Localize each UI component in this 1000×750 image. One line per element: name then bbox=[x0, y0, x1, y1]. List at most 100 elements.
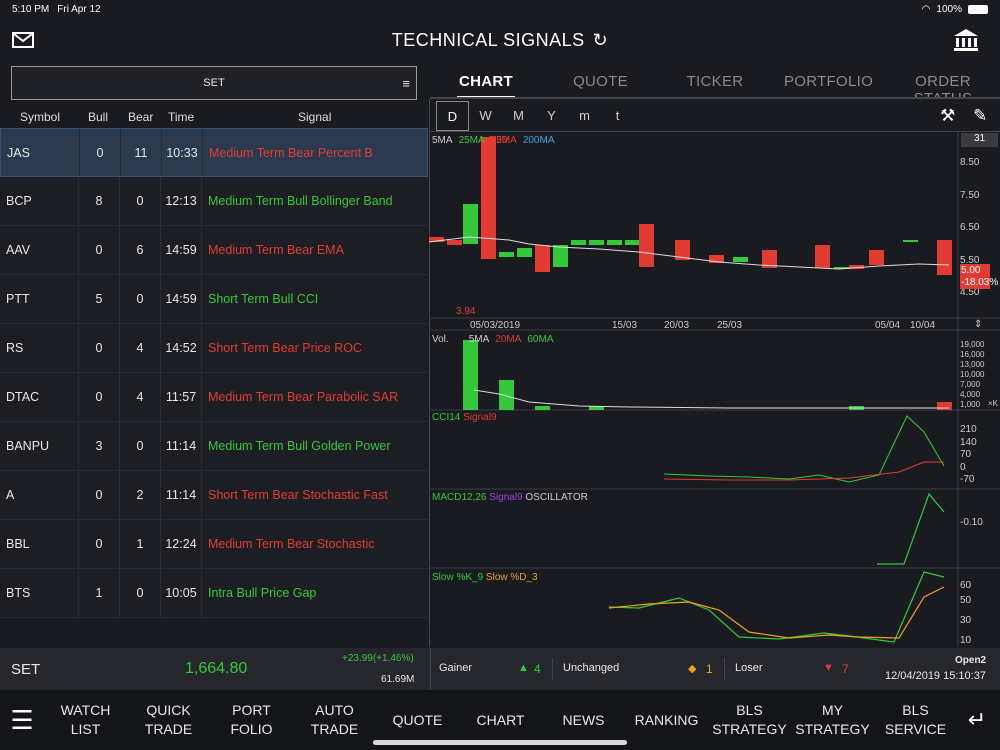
col-bear: Bear bbox=[128, 110, 154, 124]
battery-percent: 100% bbox=[936, 3, 962, 15]
stoch-tick: 10 bbox=[960, 635, 972, 646]
cell-bear: 4 bbox=[120, 373, 161, 421]
candle bbox=[849, 265, 864, 269]
stoch-legend-k: Slow %K_9 bbox=[432, 572, 484, 583]
nav-news[interactable]: NEWS bbox=[562, 711, 605, 728]
stoch-legend: Slow %K_9 Slow %D_3 bbox=[432, 572, 538, 583]
table-row[interactable]: JAS 0 11 10:33 Medium Term Bear Percent B bbox=[0, 128, 428, 177]
vol-legend-label: Vol. bbox=[432, 334, 449, 345]
nav-auto-trade[interactable]: AUTO TRADE bbox=[310, 702, 359, 737]
nav-bls-service[interactable]: BLS SERVICE bbox=[884, 702, 947, 737]
nav-portfolio[interactable]: PORT FOLIO bbox=[230, 702, 273, 737]
separator bbox=[724, 658, 725, 680]
stoch-tick: 50 bbox=[960, 595, 972, 606]
stoch-axis: 60 50 30 10 bbox=[960, 578, 971, 648]
volume-bar bbox=[463, 340, 478, 410]
cell-time: 11:57 bbox=[161, 373, 202, 421]
count-badge: 31 bbox=[961, 133, 998, 147]
hamburger-menu-icon[interactable]: ☰ bbox=[10, 704, 34, 735]
cci-tick: 210 bbox=[960, 424, 977, 435]
cell-symbol: BCP bbox=[0, 177, 79, 225]
table-row[interactable]: BANPU 3 0 11:14 Medium Term Bull Golden Powe… bbox=[0, 422, 428, 471]
unchanged-icon: ◆ bbox=[688, 663, 697, 675]
cell-bull: 0 bbox=[79, 324, 120, 372]
y-tick: 8.50 bbox=[960, 157, 980, 168]
macd-line bbox=[877, 492, 945, 565]
table-row[interactable]: A 0 2 11:14 Short Term Bear Stochastic Fast bbox=[0, 471, 428, 520]
period-minute[interactable]: m bbox=[579, 108, 590, 123]
change-label: -18.03% bbox=[960, 276, 999, 289]
cell-time: 10:33 bbox=[162, 129, 203, 176]
period-tick[interactable]: t bbox=[615, 108, 620, 123]
pencil-icon[interactable]: ✎ bbox=[973, 106, 988, 125]
cci-axis: 210 140 70 0 -70 bbox=[960, 424, 977, 487]
nav-quick-trade[interactable]: QUICK TRADE bbox=[144, 702, 193, 737]
table-row[interactable]: RS 0 4 14:52 Short Term Bear Price ROC bbox=[0, 324, 428, 373]
macd-legend-osc: OSCILLATOR bbox=[525, 492, 588, 503]
tab-order-status[interactable]: ORDER STATUS bbox=[914, 73, 972, 107]
status-date: Fri Apr 12 bbox=[57, 3, 101, 15]
stock-chart[interactable] bbox=[429, 132, 1000, 647]
cell-signal: Medium Term Bear Stochastic bbox=[208, 537, 375, 551]
down-triangle-icon: ▼ bbox=[823, 662, 834, 674]
x-tick: 05/03/2019 bbox=[470, 320, 521, 331]
table-row[interactable]: PTT 5 0 14:59 Short Term Bull CCI bbox=[0, 275, 428, 324]
table-row[interactable]: BBL 0 1 12:24 Medium Term Bear Stochastic bbox=[0, 520, 428, 569]
table-row[interactable]: AAV 0 6 14:59 Medium Term Bear EMA bbox=[0, 226, 428, 275]
table-row[interactable]: BCP 8 0 12:13 Medium Term Bull Bollinger Ban… bbox=[0, 177, 428, 226]
cell-symbol: BANPU bbox=[0, 422, 79, 470]
cci-signal-line bbox=[663, 461, 944, 481]
y-tick: 4.50 bbox=[960, 287, 980, 298]
stoch-d-line bbox=[608, 586, 945, 639]
table-row[interactable]: DTAC 0 4 11:57 Medium Term Bear Parabolic SA… bbox=[0, 373, 428, 422]
cell-bull: 0 bbox=[79, 226, 120, 274]
tab-ticker[interactable]: TICKER bbox=[686, 73, 744, 90]
nav-quote[interactable]: QUOTE bbox=[392, 711, 443, 728]
candle bbox=[937, 240, 952, 275]
vol-tick: 10,000 bbox=[960, 370, 985, 379]
detail-tabs: CHART QUOTE TICKER PORTFOLIO ORDER STATU… bbox=[430, 62, 1000, 107]
market-select[interactable]: SET ≡ bbox=[11, 66, 417, 100]
cell-signal: Medium Term Bear Parabolic SAR bbox=[208, 390, 399, 404]
period-year[interactable]: Y bbox=[547, 108, 556, 123]
tab-portfolio[interactable]: PORTFOLIO bbox=[783, 73, 874, 90]
candle bbox=[499, 252, 514, 257]
mail-icon[interactable] bbox=[12, 32, 34, 48]
tab-quote[interactable]: QUOTE bbox=[573, 73, 628, 90]
period-day[interactable]: D bbox=[436, 101, 469, 131]
cell-bear: 0 bbox=[120, 275, 161, 323]
battery-icon bbox=[968, 4, 988, 14]
summary-divider bbox=[430, 648, 431, 690]
period-selector: D W M Y m t bbox=[436, 101, 634, 131]
table-row[interactable]: BTS 1 0 10:05 Intra Bull Price Gap bbox=[0, 569, 428, 618]
nav-ranking[interactable]: RANKING bbox=[634, 711, 699, 728]
period-week[interactable]: W bbox=[479, 108, 492, 123]
volume-bar bbox=[535, 406, 550, 410]
back-arrow-icon[interactable]: ↵ bbox=[967, 707, 987, 732]
signals-table: JAS 0 11 10:33 Medium Term Bear Percent B BC… bbox=[0, 128, 428, 618]
volume-bars bbox=[463, 340, 952, 410]
refresh-icon[interactable]: ↻ bbox=[592, 30, 609, 50]
candle bbox=[834, 267, 849, 269]
nav-bls-strategy[interactable]: BLS STRATEGY bbox=[712, 702, 787, 737]
nav-chart[interactable]: CHART bbox=[476, 711, 525, 728]
candle bbox=[429, 237, 444, 242]
candle bbox=[709, 255, 724, 263]
nav-my-strategy[interactable]: MY STRATEGY bbox=[795, 702, 870, 737]
period-month[interactable]: M bbox=[513, 108, 524, 123]
expand-icon[interactable]: ⇕ bbox=[974, 319, 983, 330]
cell-time: 11:14 bbox=[161, 422, 202, 470]
bank-icon[interactable] bbox=[953, 28, 979, 57]
volume-legend: Vol. 5MA 20MA 60MA bbox=[432, 334, 554, 345]
tools-icon[interactable]: ⚒ bbox=[940, 106, 956, 125]
candle bbox=[589, 240, 604, 245]
market-session: Open2 bbox=[955, 655, 987, 666]
cell-symbol: BTS bbox=[0, 569, 79, 617]
macd-legend-label: MACD12,26 bbox=[432, 492, 487, 503]
candle bbox=[733, 257, 748, 262]
cell-time: 11:14 bbox=[161, 471, 202, 519]
cell-signal: Short Term Bull CCI bbox=[208, 292, 319, 306]
nav-watch-list[interactable]: WATCH LIST bbox=[60, 702, 111, 737]
tab-chart[interactable]: CHART bbox=[430, 62, 542, 99]
index-change: +23.99(+1.46%) bbox=[342, 653, 414, 664]
